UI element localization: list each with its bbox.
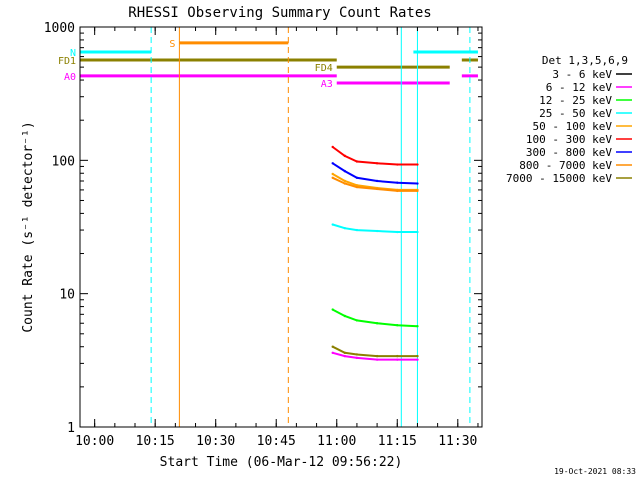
data-point xyxy=(396,181,399,184)
data-point xyxy=(343,154,347,158)
data-point xyxy=(355,356,359,360)
data-point xyxy=(331,176,334,179)
series-line xyxy=(332,146,418,166)
y-tick-label: 100 xyxy=(52,154,75,169)
series-line xyxy=(332,176,418,192)
data-point xyxy=(416,354,419,358)
data-point xyxy=(416,325,419,328)
data-point xyxy=(331,162,334,165)
plot-frame xyxy=(79,26,483,428)
flag-label: FD1 xyxy=(58,56,76,67)
series-line xyxy=(332,162,418,185)
series-line xyxy=(332,345,418,358)
x-tick-label: 11:00 xyxy=(317,434,356,449)
series-line xyxy=(332,223,418,233)
x-tick-label: 11:30 xyxy=(438,434,477,449)
legend-label: 50 - 100 keV xyxy=(533,120,613,133)
data-point xyxy=(416,358,419,361)
data-point xyxy=(331,172,334,176)
data-point xyxy=(375,179,379,183)
data-point xyxy=(343,182,347,185)
flag-label: A3 xyxy=(321,79,333,90)
data-point xyxy=(331,145,334,149)
data-point xyxy=(396,230,399,234)
flag-label: FD4 xyxy=(315,63,333,74)
data-point xyxy=(331,223,334,226)
chart-title: RHESSI Observing Summary Count Rates xyxy=(128,5,431,21)
data-point xyxy=(396,189,399,193)
legend-label: 7000 - 15000 keV xyxy=(506,172,612,185)
legend-label: 800 - 7000 keV xyxy=(519,159,612,172)
data-point xyxy=(375,187,379,191)
legend-title: Det 1,3,5,6,9 xyxy=(542,54,628,67)
data-point xyxy=(355,353,359,356)
y-tick-label: 1 xyxy=(67,421,75,436)
data-point xyxy=(331,308,334,311)
data-point xyxy=(331,351,334,355)
x-tick-label: 11:15 xyxy=(378,434,417,449)
data-point xyxy=(416,230,419,234)
legend-label: 3 - 6 keV xyxy=(552,68,612,81)
data-point xyxy=(355,176,359,179)
flag-label: N xyxy=(70,48,76,59)
timestamp: 19-Oct-2021 08:33 xyxy=(554,467,636,476)
data-point xyxy=(355,228,359,232)
y-axis-label: Count Rate (s⁻¹ detector⁻¹) xyxy=(21,121,36,332)
flag-label: A0 xyxy=(64,72,76,83)
data-point xyxy=(355,185,359,189)
x-axis-label: Start Time (06-Mar-12 09:56:22) xyxy=(160,455,403,470)
data-point xyxy=(375,162,379,165)
x-tick-label: 10:15 xyxy=(136,434,175,449)
data-point xyxy=(343,314,347,318)
data-point xyxy=(343,169,347,173)
legend-label: 6 - 12 keV xyxy=(546,81,613,94)
data-point xyxy=(396,163,399,166)
data-point xyxy=(375,322,379,325)
data-point xyxy=(343,354,347,358)
data-point xyxy=(343,226,347,230)
data-point xyxy=(355,319,359,322)
x-tick-label: 10:00 xyxy=(75,434,114,449)
data-point xyxy=(343,179,347,183)
data-point xyxy=(396,354,399,358)
data-point xyxy=(416,189,419,193)
legend-label: 12 - 25 keV xyxy=(539,94,612,107)
series-line xyxy=(332,308,418,328)
flag-label: S xyxy=(169,39,175,50)
x-tick-label: 10:30 xyxy=(196,434,235,449)
data-point xyxy=(355,184,359,187)
legend-label: 25 - 50 keV xyxy=(539,107,612,120)
legend-label: 100 - 300 keV xyxy=(526,133,612,146)
y-tick-label: 10 xyxy=(59,288,75,303)
data-point xyxy=(416,182,419,185)
data-point xyxy=(375,229,379,233)
data-point xyxy=(355,160,359,163)
data-point xyxy=(375,354,379,358)
series-line xyxy=(332,351,418,361)
data-point xyxy=(416,163,419,166)
data-point xyxy=(375,358,379,361)
data-point xyxy=(331,345,334,348)
x-tick-label: 10:45 xyxy=(257,434,296,449)
data-point xyxy=(343,351,347,355)
y-tick-label: 1000 xyxy=(44,21,75,36)
data-point xyxy=(396,324,399,327)
legend-label: 300 - 800 keV xyxy=(526,146,612,159)
data-point xyxy=(396,358,399,361)
